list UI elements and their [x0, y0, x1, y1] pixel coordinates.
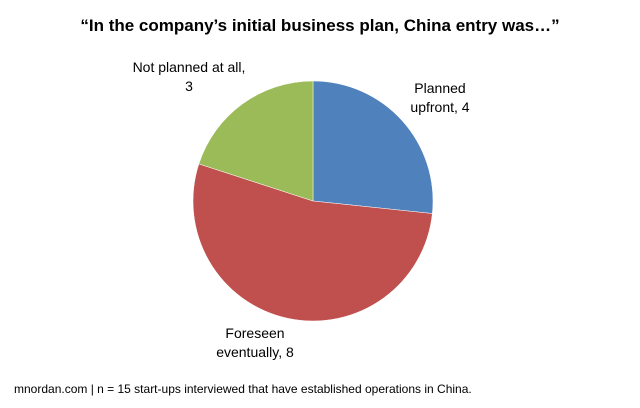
- pie-slice: [312, 80, 434, 214]
- data-label: Foreseen eventually, 8: [216, 325, 294, 360]
- pie-slice: [192, 163, 433, 322]
- footnote: mnordan.com | n = 15 start-ups interview…: [14, 382, 472, 396]
- pie-slice: [198, 80, 314, 202]
- chart-title: “In the company’s initial business plan,…: [80, 16, 560, 35]
- data-label: Not planned at all, 3: [132, 59, 246, 94]
- data-label: Planned upfront, 4: [410, 80, 470, 115]
